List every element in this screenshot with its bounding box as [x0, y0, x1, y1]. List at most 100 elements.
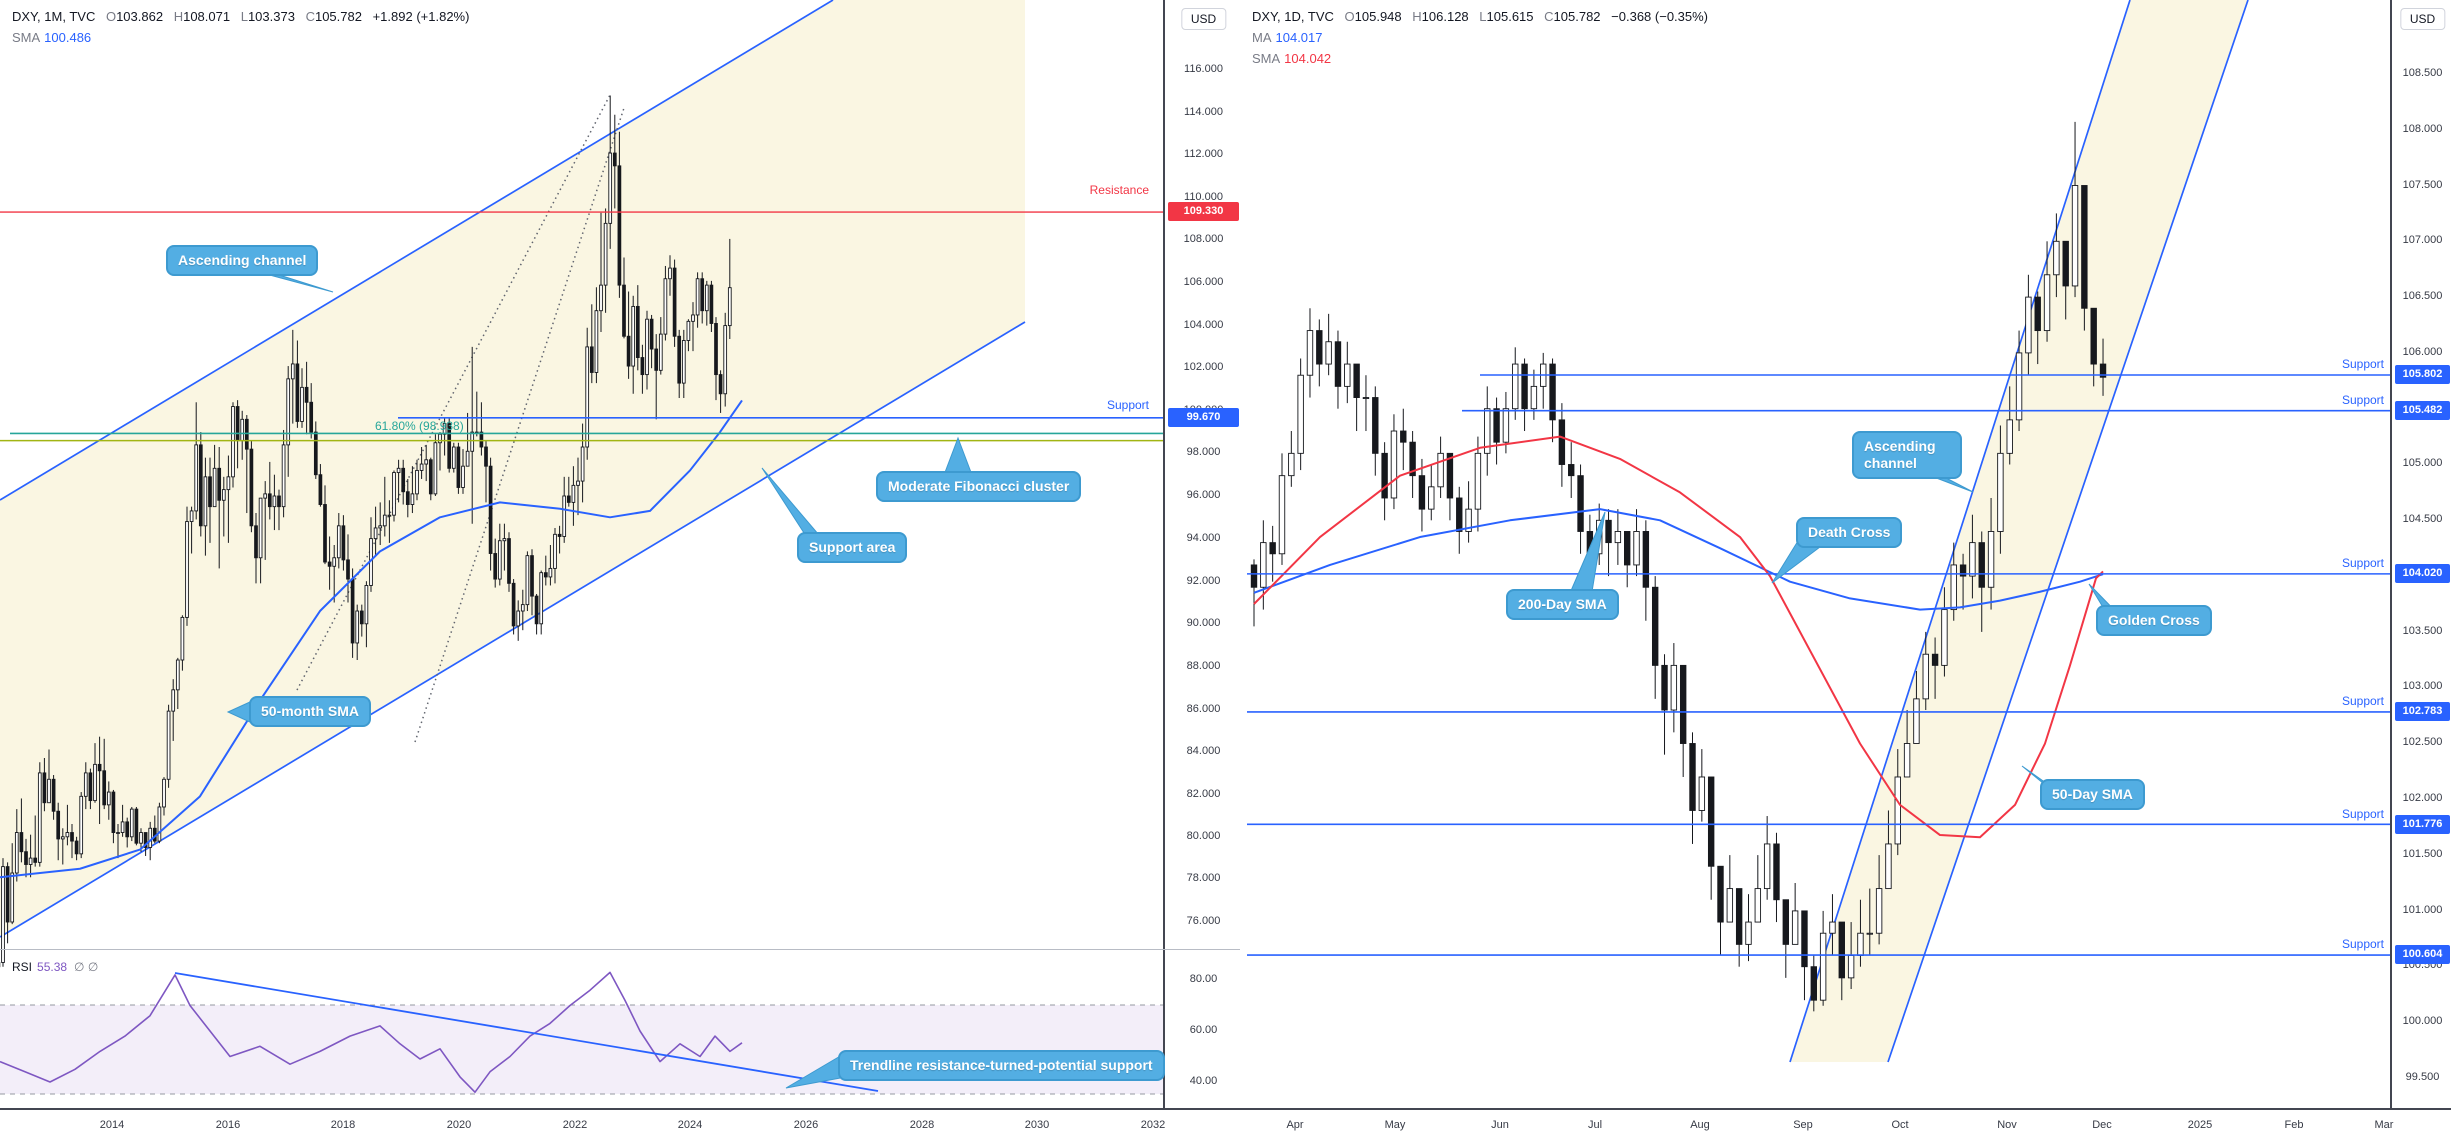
price-axis-label: 84.000	[1186, 745, 1221, 757]
candle-body	[594, 310, 599, 373]
price-axis-label: 102.000	[1183, 361, 1224, 373]
close-value: 105.782	[314, 9, 362, 24]
monthly-chart-canvas[interactable]	[0, 0, 1163, 1108]
candle-body	[1446, 452, 1454, 499]
candle-body	[1950, 564, 1957, 611]
price-axis-daily[interactable]: USD 108.500 108.000 107.500 107.000 106.500 1…	[2390, 0, 2451, 1108]
candle-body	[654, 348, 659, 371]
currency-toggle-button[interactable]: USD	[2399, 8, 2446, 30]
candle-body	[672, 267, 677, 337]
candle-body	[2090, 307, 2097, 365]
time-axis-label: Sep	[1793, 1119, 1813, 1131]
candle-body	[1568, 464, 1575, 477]
candle-body	[125, 821, 130, 838]
annotation-callout[interactable]: 200-Day SMA	[1506, 589, 1619, 620]
resistance-label[interactable]: Resistance	[1089, 183, 1149, 197]
time-axis[interactable]: 2014 2016 2018 2020 2022 2024 2026 2028 2030 2032…	[0, 1108, 2451, 1147]
annotation-callout[interactable]: Death Cross	[1796, 517, 1903, 548]
annotation-callout[interactable]: Ascending channel	[166, 245, 319, 276]
candle-body	[566, 495, 571, 503]
candle-body	[2043, 274, 2051, 332]
price-badge: 109.330	[1168, 202, 1239, 221]
price-badge: 105.802	[2395, 365, 2450, 384]
candle-body	[677, 335, 682, 384]
rsi-line	[0, 971, 743, 1093]
price-axis-label: 106.000	[1183, 276, 1224, 288]
candle-body	[1633, 531, 1640, 566]
legend-monthly: DXY, 1M, TVC O103.862 H108.071 L103.373 …	[12, 9, 470, 45]
candle-body	[580, 446, 585, 482]
support-label[interactable]: Support	[2341, 556, 2384, 570]
candle-body	[1465, 508, 1472, 532]
symbol-title[interactable]: DXY, 1M, TVC	[12, 9, 96, 24]
sma-50-line	[1253, 435, 2104, 839]
daily-chart-canvas[interactable]	[1240, 0, 2390, 1108]
candle-body	[1521, 363, 1528, 410]
candle-body	[1474, 452, 1482, 510]
candle-body	[1745, 921, 1752, 945]
candle-body	[589, 346, 594, 373]
high-value: 108.071	[183, 9, 231, 24]
annotation-callout[interactable]: Support area	[797, 532, 908, 563]
price-axis-monthly[interactable]: USD 116.000 114.000 112.000 110.000 108.000 1…	[1163, 0, 1242, 1108]
candle-body	[1819, 932, 1827, 1001]
candle-body	[272, 495, 277, 508]
rsi-axis-label: 80.00	[1189, 973, 1218, 985]
candle-body	[171, 689, 176, 712]
time-axis-label: 2016	[215, 1119, 241, 1131]
candle-body	[456, 446, 461, 488]
candle-body	[1381, 452, 1388, 499]
candle-body	[267, 493, 272, 508]
candle-body	[562, 495, 567, 537]
change-value: +1.892 (+1.82%)	[372, 9, 470, 24]
annotation-callout[interactable]: 50-Day SMA	[2040, 779, 2145, 810]
support-label[interactable]: Support	[2341, 807, 2384, 821]
rsi-pane-separator[interactable]	[0, 949, 1240, 950]
candle-body	[203, 476, 208, 527]
support-label[interactable]: Support	[2341, 694, 2384, 708]
currency-toggle-button[interactable]: USD	[1180, 8, 1227, 30]
price-badge: 102.783	[2395, 702, 2450, 721]
candle-body	[1698, 776, 1706, 811]
candle-body	[1829, 921, 1836, 934]
annotation-callout[interactable]: Moderate Fibonacci cluster	[876, 471, 1082, 502]
candle-body	[120, 821, 125, 833]
price-axis-label: 107.000	[2402, 234, 2443, 246]
chart-pane-dxy-monthly[interactable]: DXY, 1M, TVC O103.862 H108.071 L103.373 …	[0, 0, 1165, 1108]
support-label[interactable]: Support	[1106, 398, 1149, 412]
annotation-callout[interactable]: 50-month SMA	[249, 696, 371, 727]
price-axis-label: 92.000	[1186, 575, 1221, 587]
candle-body	[378, 525, 383, 529]
time-axis-label: Jun	[1491, 1119, 1509, 1131]
candle-body	[401, 467, 406, 493]
candle-body	[530, 555, 534, 597]
candle-body	[249, 448, 254, 527]
legend-daily: DXY, 1D, TVC O105.948 H106.128 L105.615 …	[1252, 9, 1709, 66]
candle-body	[373, 527, 378, 540]
price-badge: 99.670	[1168, 408, 1239, 427]
chart-pane-dxy-daily[interactable]: DXY, 1D, TVC O105.948 H106.128 L105.615 …	[1240, 0, 2390, 1108]
candle-body	[116, 832, 120, 834]
candle-body	[143, 832, 148, 848]
candle-body	[1707, 776, 1715, 867]
price-axis-label: 78.000	[1186, 872, 1221, 884]
candle-body	[1717, 865, 1724, 923]
support-label[interactable]: Support	[2341, 357, 2384, 371]
price-axis-label: 100.000	[2402, 1015, 2443, 1027]
annotation-callout[interactable]: Golden Cross	[2096, 605, 2212, 636]
support-label[interactable]: Support	[2341, 937, 2384, 951]
candle-body	[277, 495, 281, 508]
candle-body	[424, 459, 429, 465]
candle-body	[1614, 531, 1622, 544]
candle-body	[1605, 519, 1612, 544]
annotation-callout[interactable]: Ascending channel	[1852, 431, 1962, 479]
candle-body	[1549, 363, 1556, 421]
candle-body	[37, 772, 42, 863]
time-axis-label: Oct	[1891, 1119, 1909, 1131]
time-axis-label: Aug	[1690, 1119, 1710, 1131]
candle-body	[1437, 452, 1444, 488]
support-label[interactable]: Support	[2341, 393, 2384, 407]
annotation-callout[interactable]: Trendline resistance-turned-potential su…	[838, 1050, 1165, 1081]
symbol-title[interactable]: DXY, 1D, TVC	[1252, 9, 1334, 24]
candle-body	[2062, 240, 2069, 287]
